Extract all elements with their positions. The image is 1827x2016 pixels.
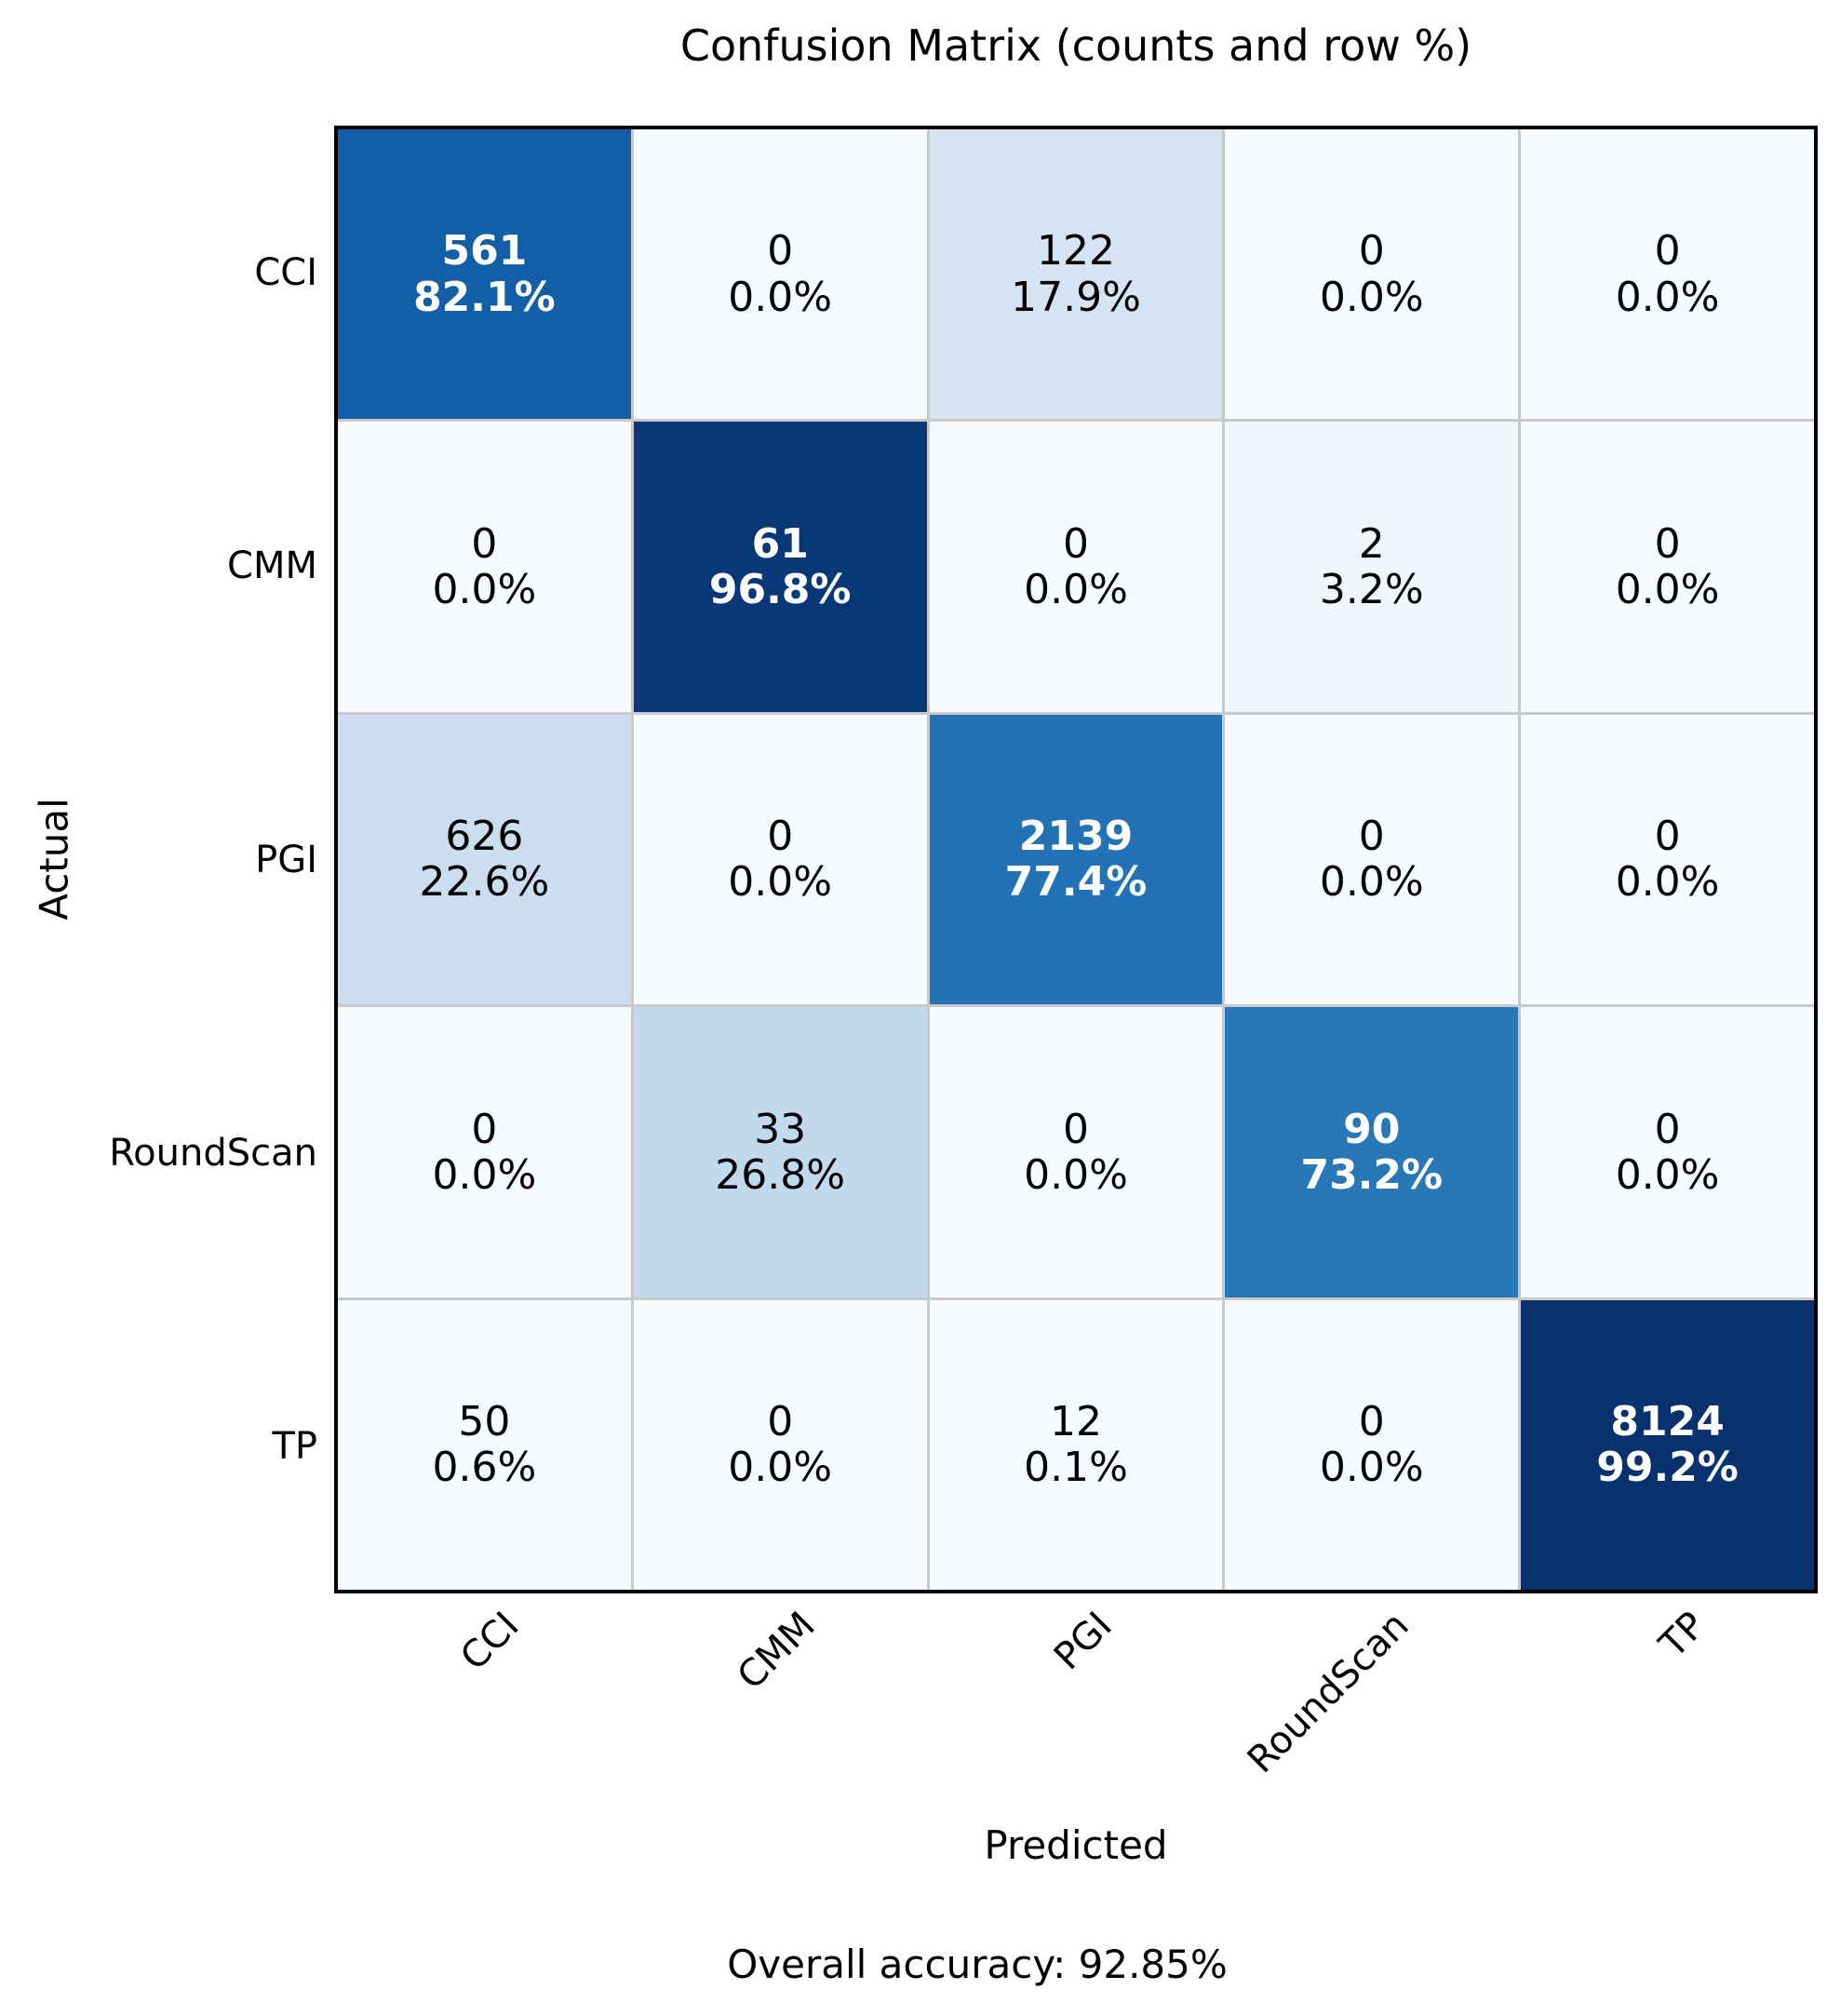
matrix-cell: 122 17.9%	[929, 129, 1223, 420]
matrix-cell: 0 0.0%	[1521, 422, 1814, 712]
cell-count: 122	[1037, 227, 1115, 276]
y-tick-label: TP	[272, 1425, 317, 1469]
cell-row-percent: 0.0%	[728, 273, 833, 321]
cell-count: 0	[1062, 519, 1089, 568]
cell-row-percent: 0.0%	[1319, 858, 1424, 907]
cell-row-percent: 0.0%	[728, 1444, 833, 1492]
matrix-cell: 8124 99.2%	[1521, 1299, 1814, 1590]
cell-row-percent: 0.0%	[1615, 566, 1720, 614]
cell-count: 8124	[1610, 1398, 1725, 1446]
cell-row-percent: 22.6%	[419, 858, 550, 907]
cell-count: 12	[1049, 1398, 1102, 1446]
cell-count: 2139	[1018, 813, 1134, 861]
matrix-cell: 0 0.0%	[633, 714, 927, 1005]
cell-count: 0	[1654, 813, 1681, 861]
cell-count: 90	[1343, 1105, 1401, 1153]
cell-count: 0	[767, 1398, 794, 1446]
x-tick-label: TP	[1651, 1604, 1714, 1667]
cell-row-percent: 0.0%	[1024, 566, 1128, 614]
cell-row-percent: 0.0%	[432, 566, 537, 614]
cell-row-percent: 0.0%	[432, 1150, 537, 1199]
cell-count: 0	[471, 1105, 498, 1153]
cell-count: 0	[1062, 1105, 1089, 1153]
matrix-cell: 0 0.0%	[633, 129, 927, 420]
y-tick-label: PGI	[255, 838, 317, 881]
x-axis-label: Predicted	[984, 1822, 1168, 1868]
cell-row-percent: 73.2%	[1300, 1150, 1444, 1199]
matrix-cell: 90 73.2%	[1225, 1007, 1519, 1297]
cell-row-percent: 0.6%	[432, 1444, 537, 1492]
matrix-cell: 0 0.0%	[1225, 714, 1519, 1005]
cell-count: 61	[751, 519, 809, 568]
matrix-cell: 0 0.0%	[929, 422, 1223, 712]
cell-count: 0	[1358, 1398, 1385, 1446]
cell-row-percent: 0.0%	[1615, 858, 1720, 907]
cell-row-percent: 0.0%	[1319, 273, 1424, 321]
cell-count: 0	[1654, 519, 1681, 568]
cell-count: 50	[458, 1398, 511, 1446]
matrix-cell: 2139 77.4%	[929, 714, 1223, 1005]
matrix-cell: 61 96.8%	[633, 422, 927, 712]
matrix-cell: 0 0.0%	[338, 1007, 631, 1297]
cell-count: 0	[1358, 813, 1385, 861]
matrix-cell: 0 0.0%	[1521, 714, 1814, 1005]
cell-row-percent: 0.0%	[1319, 1444, 1424, 1492]
matrix-cell: 12 0.1%	[929, 1299, 1223, 1590]
matrix-cell: 0 0.0%	[1225, 129, 1519, 420]
cell-count: 626	[445, 813, 524, 861]
matrix-cell: 561 82.1%	[338, 129, 631, 420]
cell-row-percent: 0.1%	[1024, 1444, 1128, 1492]
matrix-cell: 0 0.0%	[1521, 1007, 1814, 1297]
overall-accuracy-text: Overall accuracy: 92.85%	[727, 1942, 1228, 1987]
matrix-cell: 0 0.0%	[1225, 1299, 1519, 1590]
matrix-cell: 0 0.0%	[929, 1007, 1223, 1297]
y-tick-label: CMM	[227, 544, 317, 588]
cell-count: 0	[1654, 227, 1681, 276]
x-tick-label: PGI	[1045, 1604, 1121, 1679]
cell-count: 2	[1358, 519, 1385, 568]
cell-row-percent: 0.0%	[728, 858, 833, 907]
heatmap-grid: 561 82.1% 0 0.0% 122 17.9% 0 0.0% 0 0.0% 0 0.0% 61 96…	[334, 126, 1818, 1593]
cell-count: 0	[767, 227, 794, 276]
cell-count: 561	[441, 227, 528, 276]
chart-title: Confusion Matrix (counts and row %)	[679, 20, 1472, 71]
y-tick-label: CCI	[254, 250, 317, 294]
x-tick-label: CCI	[451, 1604, 528, 1679]
matrix-cell: 33 26.8%	[633, 1007, 927, 1297]
cell-row-percent: 0.0%	[1615, 1150, 1720, 1199]
matrix-cell: 0 0.0%	[338, 422, 631, 712]
cell-count: 0	[1654, 1105, 1681, 1153]
cell-count: 0	[471, 519, 498, 568]
cell-row-percent: 0.0%	[1024, 1150, 1128, 1199]
matrix-cell: 0 0.0%	[1521, 129, 1814, 420]
cell-row-percent: 3.2%	[1319, 566, 1424, 614]
cell-row-percent: 17.9%	[1011, 273, 1141, 321]
cell-count: 33	[754, 1105, 807, 1153]
matrix-cell: 0 0.0%	[633, 1299, 927, 1590]
cell-row-percent: 99.2%	[1596, 1444, 1739, 1492]
cell-row-percent: 26.8%	[715, 1150, 846, 1199]
matrix-cell: 2 3.2%	[1225, 422, 1519, 712]
matrix-cell: 626 22.6%	[338, 714, 631, 1005]
cell-row-percent: 77.4%	[1004, 858, 1148, 907]
cell-row-percent: 82.1%	[413, 273, 556, 321]
cell-count: 0	[1358, 227, 1385, 276]
cell-row-percent: 96.8%	[708, 566, 852, 614]
cell-count: 0	[767, 813, 794, 861]
cell-row-percent: 0.0%	[1615, 273, 1720, 321]
x-tick-label: RoundScan	[1239, 1604, 1417, 1782]
x-tick-label: CMM	[729, 1604, 825, 1699]
matrix-cell: 50 0.6%	[338, 1299, 631, 1590]
y-tick-label: RoundScan	[109, 1131, 317, 1175]
